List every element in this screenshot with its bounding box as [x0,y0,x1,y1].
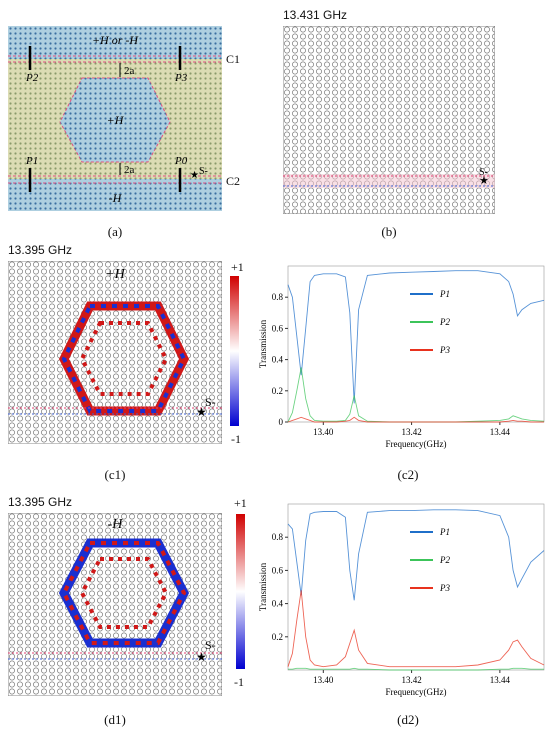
label-bottom: -H [109,191,123,205]
series-line-p3 [287,590,545,668]
label-top: +H or -H [92,33,139,47]
source-label: S- [205,395,216,409]
y-tick-label: 0.6 [272,565,284,575]
legend-label: P1 [439,527,450,537]
port-label: P3 [174,72,188,84]
c2-label: C2 [226,174,241,188]
legend-label: P2 [439,555,450,565]
caption-d2: (d2) [397,712,419,727]
source-label: S- [205,638,216,652]
caption-c1: (c1) [104,467,126,482]
caption-c2: (c2) [397,467,419,482]
x-tick-label: 13.42 [401,427,421,437]
series-line-p2 [288,667,544,671]
colorbar-max: +1 [234,496,247,510]
series-line-p2 [287,367,545,423]
source-label: S- [199,166,208,177]
freq-label-d1: 13.395 GHz [8,495,73,509]
source-star-icon: ★ [190,170,199,181]
panel-a-schematic: +H or -H +H -H 2a 2a P2 P3 P1 P0 ★ S- [8,26,222,211]
y-tick-label: 0.8 [272,532,284,542]
legend-label: P1 [439,289,450,299]
caption-b: (b) [381,224,397,239]
x-tick-label: 13.40 [313,675,334,685]
panel-a: +H or -H +H -H 2a 2a P2 P3 P1 P0 ★ S- C1… [8,26,240,211]
label-center: +H [107,113,125,127]
colorbar-d1 [236,514,245,669]
port-label: P0 [174,155,188,167]
legend-label: P3 [439,583,450,593]
y-tick-label: 0.2 [272,632,283,642]
field-label: +H [105,267,125,282]
y-axis-label: Transmission [258,562,268,611]
panel-d1: -H ★ S- [7,512,223,697]
y-axis-label: Transmission [258,319,268,368]
port-label: P1 [25,155,38,167]
legend-label: P3 [439,345,450,355]
plot-frame [287,265,545,423]
c1-label: C1 [226,52,241,66]
gap-top-label: 2a [124,65,135,77]
y-tick-label: 0.8 [272,292,284,302]
y-tick-label: 0 [279,417,284,427]
colorbar-max: +1 [231,260,244,274]
caption-d1: (d1) [104,712,126,727]
panel-d1-field: -H ★ S- [7,512,223,697]
gap-bottom-label: 2a [124,164,135,176]
x-axis-label: Frequency(GHz) [386,687,447,697]
x-tick-label: 13.42 [401,675,421,685]
series-line-p1 [287,270,545,404]
freq-label-b: 13.431 GHz [283,8,348,22]
series-line-p1 [287,509,545,601]
legend-label: P2 [439,317,450,327]
y-tick-label: 0.4 [272,355,284,365]
source-star-icon: ★ [196,650,207,664]
source-star-icon: ★ [196,405,207,419]
x-tick-label: 13.40 [313,427,334,437]
caption-a: (a) [107,224,123,239]
y-tick-label: 0.4 [272,599,284,609]
panel-b-field: ★ S- [282,25,496,215]
panel-b: ★ S- [282,25,496,215]
x-tick-label: 13.44 [490,675,511,685]
panel-c1: +H ★ S- [7,260,223,445]
series-line-p3 [287,416,544,423]
panel-c1-field: +H ★ S- [7,260,223,445]
x-axis-label: Frequency(GHz) [386,439,447,449]
chart-d2: 13.40 13.42 13.44 0.2 0.4 0.6 0.8 Frequency(GHz… [258,503,545,697]
x-tick-label: 13.44 [490,427,511,437]
field-label: -H [108,517,124,532]
freq-label-c1: 13.395 GHz [8,243,73,257]
colorbar-c1 [230,276,239,426]
port-label: P2 [25,72,39,84]
y-tick-label: 0.2 [272,386,283,396]
y-tick-label: 0.6 [272,323,284,333]
chart-c2: 13.40 13.42 13.44 0 0.2 0.4 0.6 0.8 Frequency(GH… [258,265,545,449]
colorbar-min: -1 [234,675,244,689]
colorbar-min: -1 [231,432,241,446]
source-label: S- [479,167,488,178]
source-star-icon: ★ [479,175,489,187]
